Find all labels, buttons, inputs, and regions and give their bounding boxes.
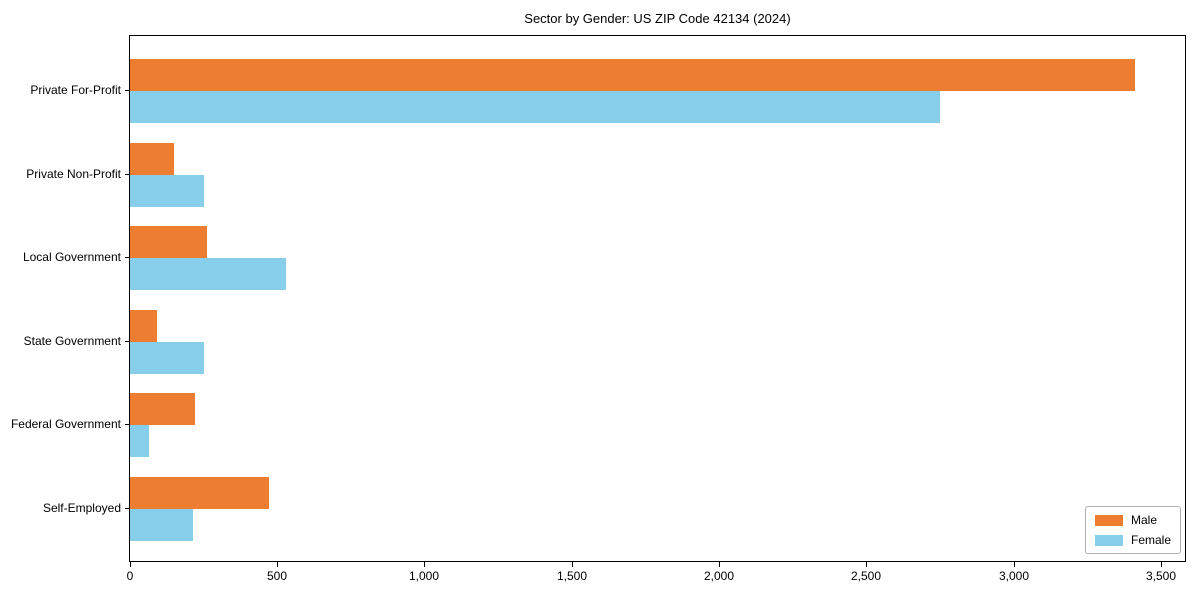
legend-swatch-female xyxy=(1094,534,1123,546)
bar-female-self-employed xyxy=(130,509,193,541)
legend-label-male: Male xyxy=(1130,513,1157,527)
y-tick-label-private-non-profit: Private Non-Profit xyxy=(26,167,121,181)
x-tick-mark-2500 xyxy=(866,562,867,567)
legend-item-female: Female xyxy=(1094,533,1171,547)
x-tick-label-3500: 3,500 xyxy=(1145,569,1177,583)
x-tick-mark-500 xyxy=(277,562,278,567)
y-tick-mark-state-government xyxy=(125,341,129,342)
x-tick-label-1500: 1,500 xyxy=(556,569,588,583)
legend: Male Female xyxy=(1084,506,1181,554)
bar-male-local-government xyxy=(130,226,207,258)
y-tick-mark-private-for-profit xyxy=(125,90,129,91)
y-axis-labels: Private For-Profit Private Non-Profit Loca… xyxy=(0,35,121,562)
y-tick-mark-federal-government xyxy=(125,424,129,425)
x-tick-label-1000: 1,000 xyxy=(408,569,440,583)
plot-area xyxy=(129,35,1186,562)
y-tick-mark-private-non-profit xyxy=(125,174,129,175)
bar-female-private-non-profit xyxy=(130,175,204,207)
x-tick-mark-2000 xyxy=(719,562,720,567)
legend-swatch-male xyxy=(1094,514,1123,526)
bar-male-self-employed xyxy=(130,477,269,509)
x-tick-label-3000: 3,000 xyxy=(998,569,1030,583)
y-tick-mark-self-employed xyxy=(125,508,129,509)
x-tick-label-2500: 2,500 xyxy=(850,569,882,583)
x-tick-mark-1000 xyxy=(424,562,425,567)
bar-male-federal-government xyxy=(130,393,195,425)
y-tick-label-federal-government: Federal Government xyxy=(10,417,121,431)
bar-female-local-government xyxy=(130,258,286,290)
y-tick-label-self-employed: Self-Employed xyxy=(42,501,121,515)
legend-label-female: Female xyxy=(1130,533,1171,547)
y-tick-label-state-government: State Government xyxy=(23,334,121,348)
legend-item-male: Male xyxy=(1094,513,1171,527)
bar-female-state-government xyxy=(130,342,204,374)
x-tick-mark-1500 xyxy=(572,562,573,567)
x-tick-label-500: 500 xyxy=(266,569,288,583)
x-tick-mark-0 xyxy=(130,562,131,567)
x-tick-mark-3000 xyxy=(1014,562,1015,567)
bar-male-private-for-profit xyxy=(130,59,1135,91)
bar-female-federal-government xyxy=(130,425,149,457)
bar-female-private-for-profit xyxy=(130,91,940,123)
chart-title: Sector by Gender: US ZIP Code 42134 (202… xyxy=(524,11,791,26)
y-tick-label-private-for-profit: Private For-Profit xyxy=(30,83,121,97)
bar-male-state-government xyxy=(130,310,157,342)
y-tick-mark-local-government xyxy=(125,257,129,258)
x-tick-mark-3500 xyxy=(1161,562,1162,567)
x-tick-label-0: 0 xyxy=(126,569,134,583)
y-tick-label-local-government: Local Government xyxy=(22,250,121,264)
bar-male-private-non-profit xyxy=(130,143,174,175)
x-tick-label-2000: 2,000 xyxy=(703,569,735,583)
